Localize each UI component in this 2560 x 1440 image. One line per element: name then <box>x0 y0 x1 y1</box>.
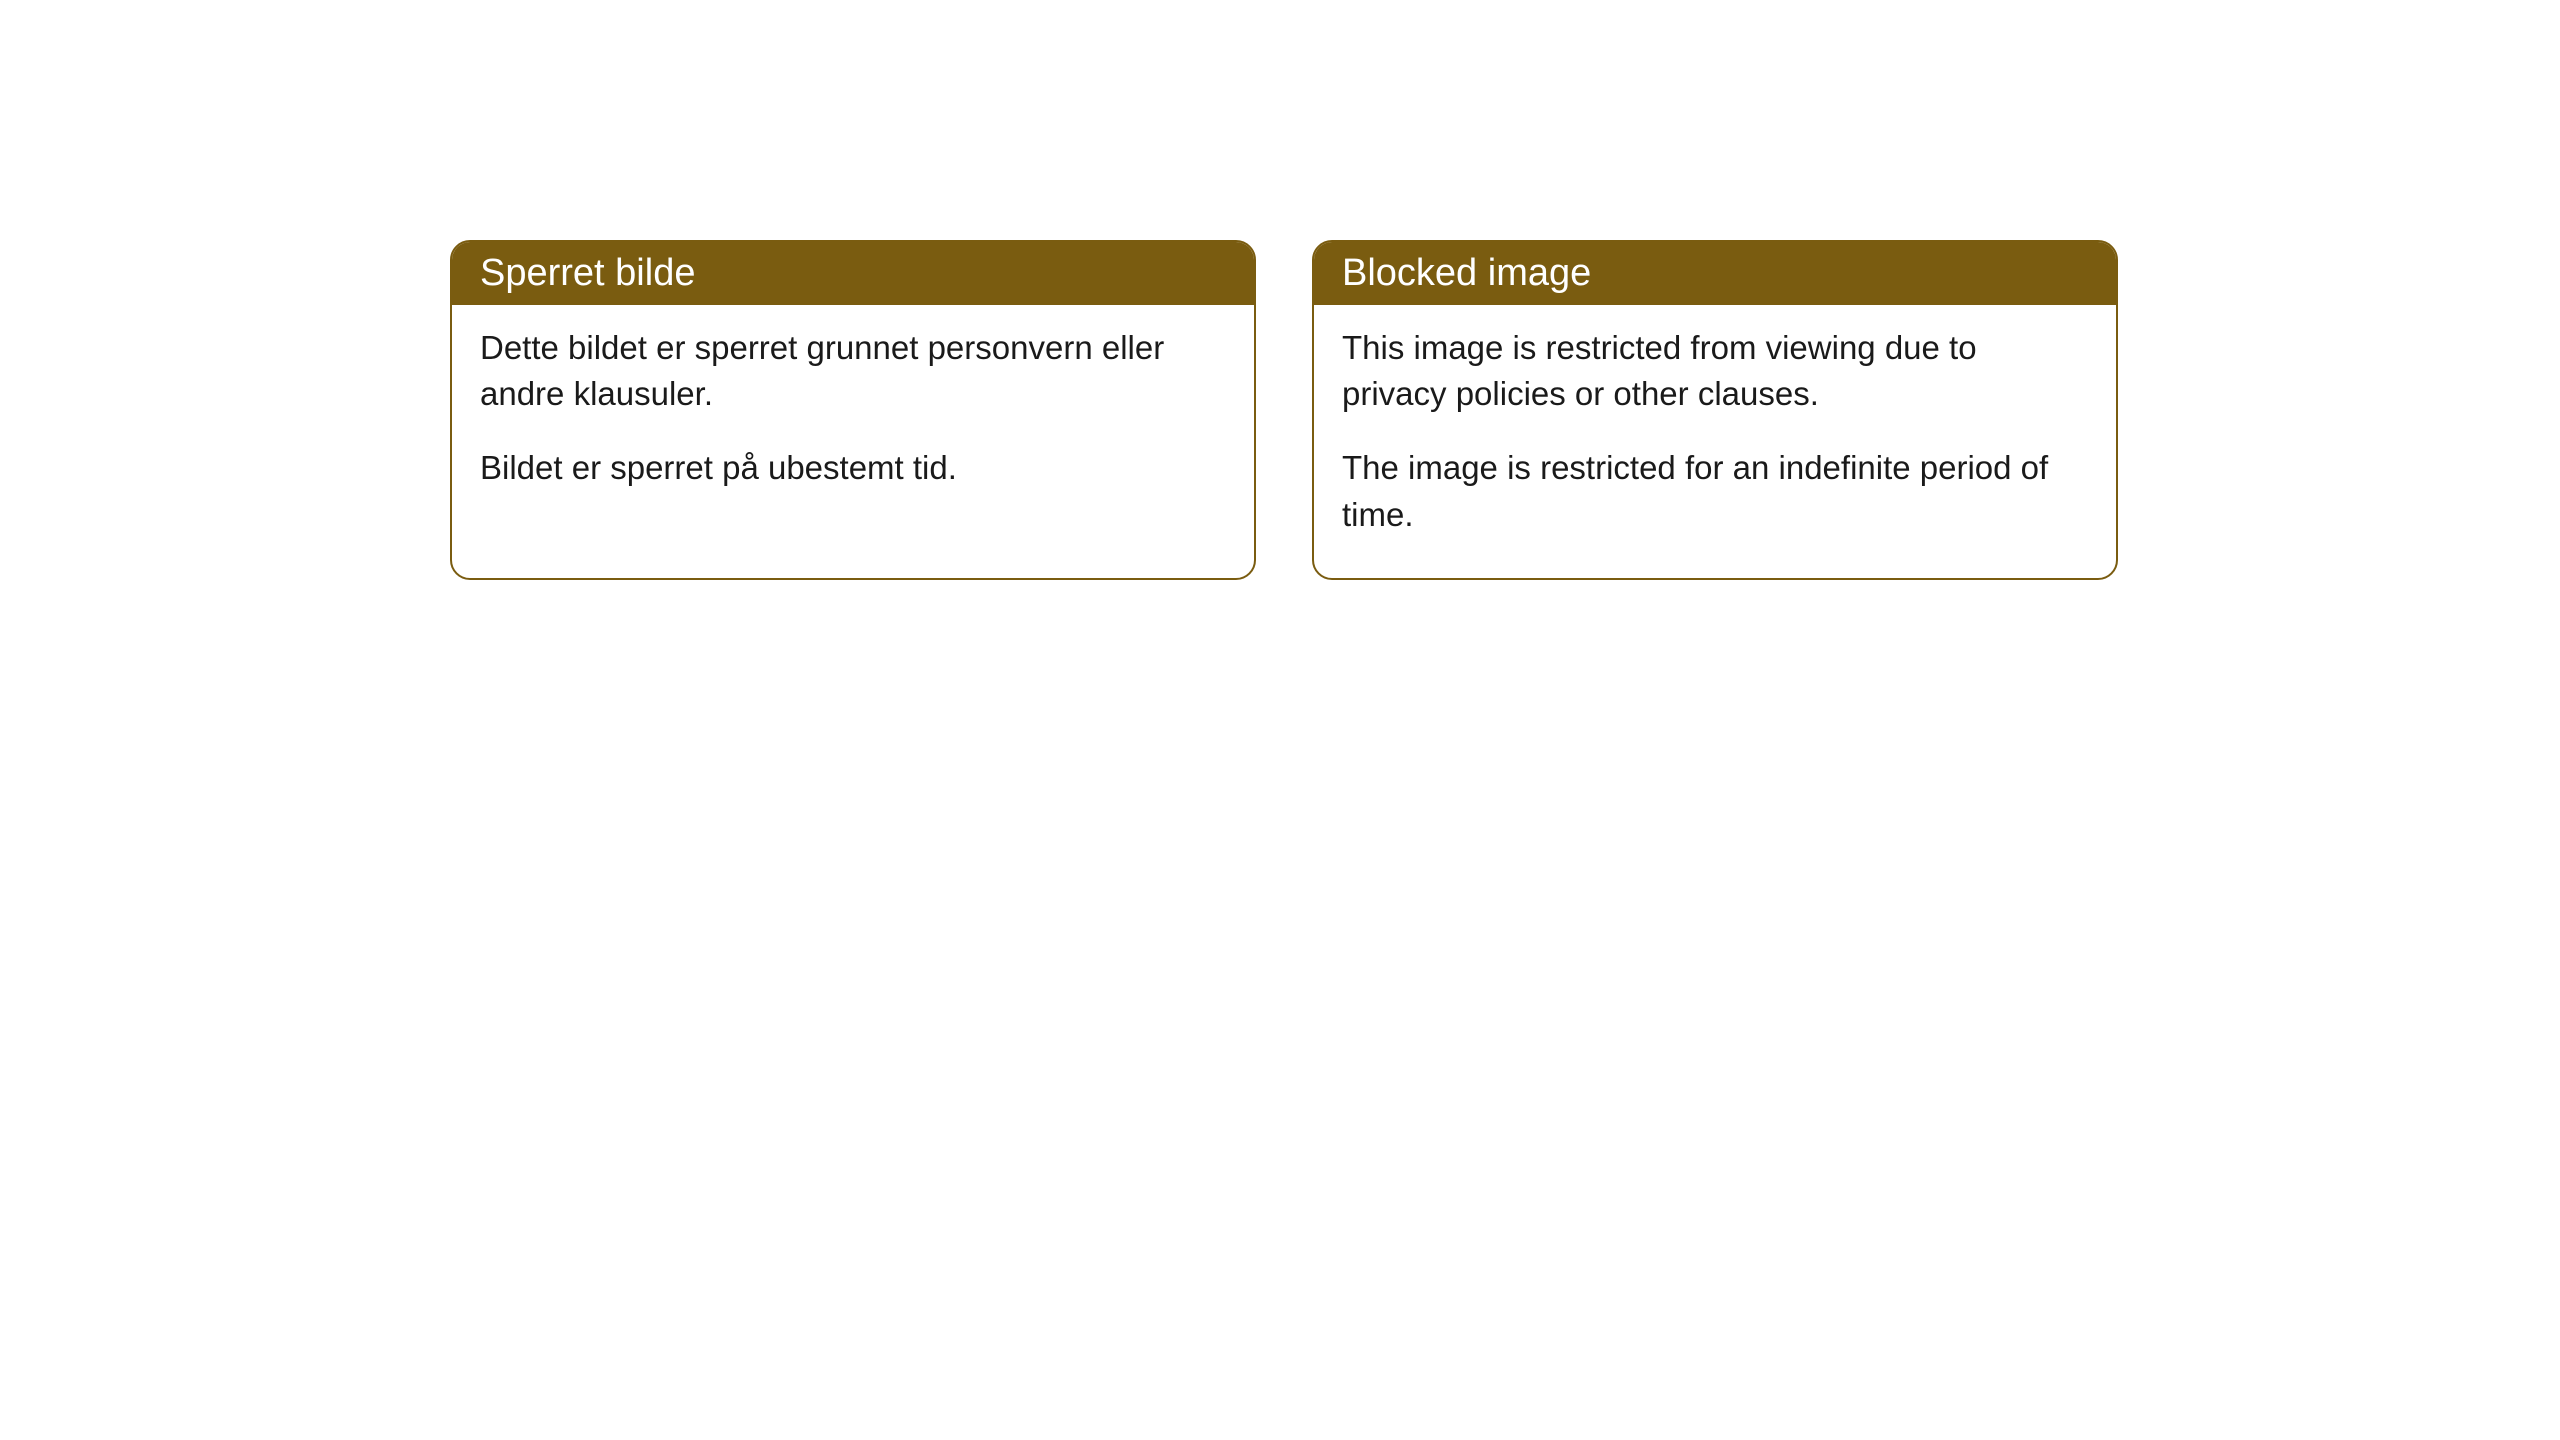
notice-card-english: Blocked image This image is restricted f… <box>1312 240 2118 580</box>
card-header-norwegian: Sperret bilde <box>452 242 1254 305</box>
card-title: Blocked image <box>1342 252 1591 294</box>
card-header-english: Blocked image <box>1314 242 2116 305</box>
card-body-norwegian: Dette bildet er sperret grunnet personve… <box>452 305 1254 532</box>
card-title: Sperret bilde <box>480 252 695 294</box>
notice-cards-container: Sperret bilde Dette bildet er sperret gr… <box>450 240 2118 580</box>
card-paragraph: The image is restricted for an indefinit… <box>1342 445 2088 537</box>
card-paragraph: Dette bildet er sperret grunnet personve… <box>480 325 1226 417</box>
card-body-english: This image is restricted from viewing du… <box>1314 305 2116 578</box>
notice-card-norwegian: Sperret bilde Dette bildet er sperret gr… <box>450 240 1256 580</box>
card-paragraph: Bildet er sperret på ubestemt tid. <box>480 445 1226 491</box>
card-paragraph: This image is restricted from viewing du… <box>1342 325 2088 417</box>
